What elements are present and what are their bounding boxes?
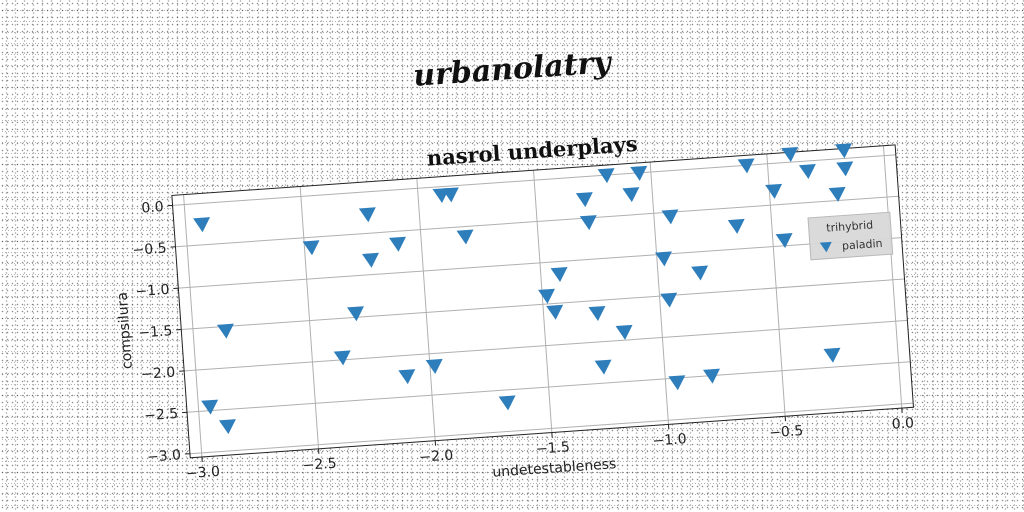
data-point-marker xyxy=(333,350,351,366)
data-point-marker xyxy=(654,251,672,267)
x-grid-line xyxy=(416,178,436,441)
y-grid-line xyxy=(178,237,902,289)
x-grid-line xyxy=(649,161,669,425)
y-grid-line xyxy=(175,195,899,248)
data-point-marker xyxy=(661,209,679,225)
data-point-marker xyxy=(456,229,474,245)
data-point-marker xyxy=(398,369,416,385)
data-point-marker xyxy=(216,323,234,339)
x-grid-line xyxy=(299,186,320,449)
x-tick-label: −0.5 xyxy=(769,423,804,441)
data-point-marker xyxy=(546,304,564,320)
legend: trihybrid paladin xyxy=(807,211,894,261)
x-grid-line xyxy=(766,153,786,417)
data-point-marker xyxy=(668,375,686,391)
data-point-marker xyxy=(823,347,841,363)
y-tick-label: −1.5 xyxy=(138,323,173,341)
data-point-marker xyxy=(425,358,443,374)
data-point-marker xyxy=(389,236,407,252)
x-axis-label: undetestableness xyxy=(492,456,617,481)
data-point-marker xyxy=(358,207,376,223)
data-point-marker xyxy=(193,217,211,233)
data-point-marker xyxy=(727,218,745,234)
y-tick-label: −2.0 xyxy=(141,365,176,383)
y-grid-line xyxy=(184,319,908,372)
data-point-marker xyxy=(218,419,236,435)
axis-ticks: −3.0 −2.5 −2.0 −1.5 −1.0 −0.5 0.0 0.0 −0.5 −1.0 −1… xyxy=(132,199,914,482)
data-point-marker xyxy=(575,192,593,208)
y-grid-line xyxy=(181,278,905,331)
x-grid-line xyxy=(532,170,553,433)
x-tick-label: −2.0 xyxy=(419,447,454,465)
data-point-marker xyxy=(362,252,379,268)
y-grid-line xyxy=(172,154,896,206)
data-point-marker xyxy=(597,168,615,184)
x-tick-label: −3.0 xyxy=(185,464,220,482)
y-tick-label: −0.5 xyxy=(132,240,167,258)
data-point-marker xyxy=(622,187,640,203)
data-point-marker xyxy=(588,305,606,321)
data-point-marker xyxy=(775,233,793,249)
data-point-marker xyxy=(691,265,709,281)
data-point-marker xyxy=(660,292,678,308)
data-point-marker xyxy=(828,186,846,202)
legend-marker-icon xyxy=(819,241,832,253)
x-grid-line xyxy=(183,194,203,458)
legend-title: trihybrid xyxy=(826,218,874,234)
y-tick-label: 0.0 xyxy=(141,199,164,217)
y-axis-label: compsilura xyxy=(115,292,136,370)
data-point-marker xyxy=(441,187,459,203)
data-point-marker xyxy=(579,215,597,231)
data-point-marker xyxy=(765,183,783,199)
legend-box xyxy=(807,211,894,261)
data-point-marker xyxy=(594,359,612,375)
data-point-marker xyxy=(550,267,568,283)
data-point-marker xyxy=(538,288,555,304)
y-tick-label: −3.0 xyxy=(147,447,182,465)
x-tick-label: −2.5 xyxy=(302,456,337,474)
data-point-marker xyxy=(302,240,320,256)
data-point-marker xyxy=(201,399,219,415)
x-tick-label: 0.0 xyxy=(891,415,914,433)
data-point-marker xyxy=(798,164,816,180)
data-points xyxy=(193,143,854,435)
y-tick-label: −1.0 xyxy=(135,282,170,300)
data-point-marker xyxy=(347,306,364,322)
data-point-marker xyxy=(737,158,755,174)
legend-series-label: paladin xyxy=(842,237,883,253)
x-grid-line xyxy=(882,145,903,409)
data-point-marker xyxy=(615,324,633,340)
y-grid-line xyxy=(189,402,914,455)
y-tick-label: −2.5 xyxy=(144,406,179,424)
grid-lines xyxy=(172,145,914,458)
data-point-marker xyxy=(834,143,852,159)
x-tick-label: −1.0 xyxy=(652,431,687,449)
data-point-marker xyxy=(836,161,854,177)
x-tick-label: −1.5 xyxy=(535,439,570,457)
data-point-marker xyxy=(630,165,648,181)
data-point-marker xyxy=(781,146,799,162)
data-point-marker xyxy=(498,395,516,411)
data-point-marker xyxy=(703,368,721,384)
y-grid-line xyxy=(187,361,911,413)
